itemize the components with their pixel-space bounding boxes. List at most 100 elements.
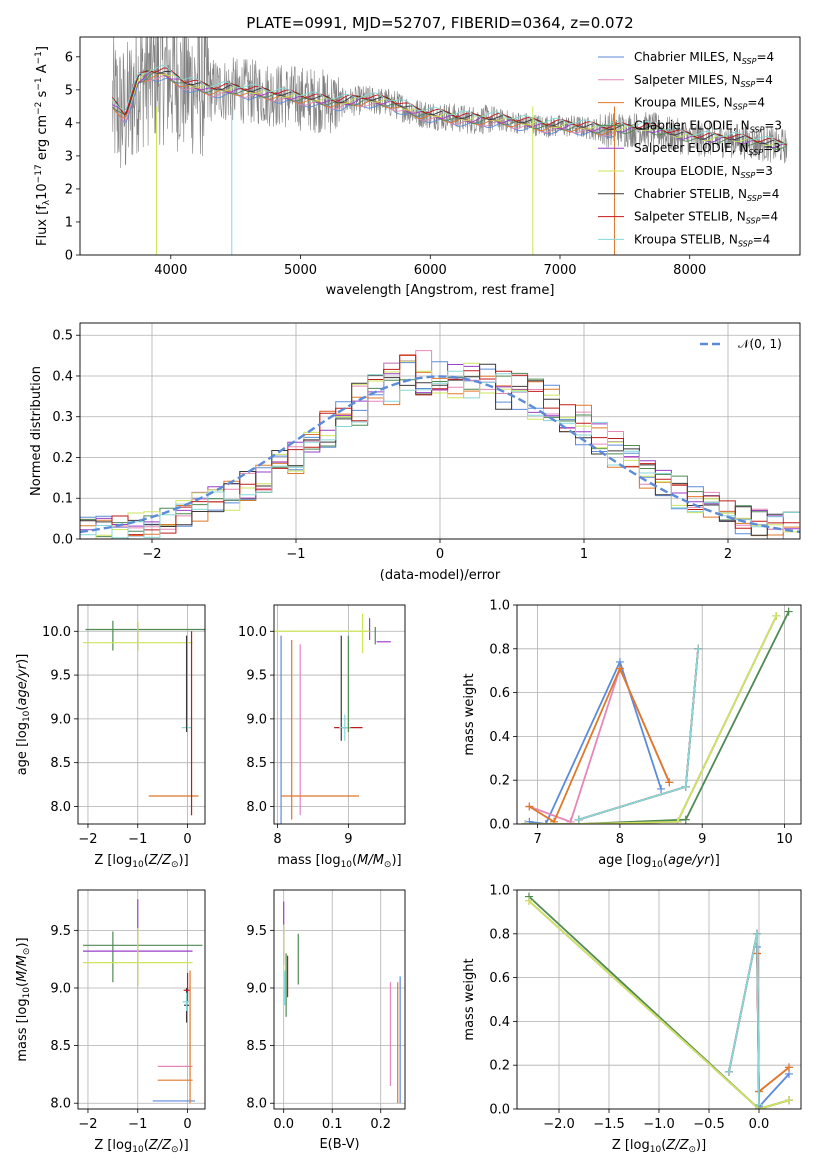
weight-marker — [753, 929, 761, 938]
weight-marker — [785, 1096, 793, 1105]
x-tick-label: −1 — [128, 1117, 147, 1132]
x-tick-label: −0.5 — [693, 1117, 725, 1132]
panel-residuals: −2 −1 0 1 2 0.0 0.1 0.2 0.3 0.4 0.5 𝒩(0, 1) (data-mo… — [29, 322, 801, 583]
y-axis-label: age [log10(age/yr)] — [15, 654, 32, 776]
x-tick-label: −2 — [78, 832, 97, 847]
panel-mass_weight_vs_age: 7 8 9 10 0.0 0.2 0.4 0.6 0.8 1.0 age [log10(age/yr… — [462, 599, 802, 870]
y-tick-label: 8.5 — [246, 1039, 267, 1054]
x-axis-label: wavelength [Angstrom, rest frame] — [326, 283, 555, 298]
y-tick-label: 0.2 — [52, 451, 73, 466]
x-tick-label: 0.2 — [370, 1117, 391, 1132]
plot-area — [80, 350, 800, 539]
y-tick-label: 9.5 — [246, 924, 267, 939]
weight-marker — [615, 664, 624, 673]
x-tick-label: 8 — [616, 832, 624, 847]
x-tick-label: 9 — [698, 832, 706, 847]
x-axis-label: age [log10(age/yr)] — [598, 853, 720, 870]
plot-area — [82, 899, 203, 1104]
observed-spectrum — [112, 37, 788, 169]
x-tick-label: 8 — [273, 832, 281, 847]
legend-label: Chabrier ELODIE, NSSP=3 — [634, 118, 782, 134]
residual-histogram — [80, 361, 800, 539]
x-tick-label: 8000 — [673, 263, 706, 278]
axes-frame — [79, 36, 801, 256]
x-tick-label: 10 — [776, 832, 793, 847]
legend-label: 𝒩(0, 1) — [738, 337, 782, 351]
y-tick-label: 8.0 — [50, 800, 71, 815]
plot-area — [112, 37, 788, 255]
y-axis-label: Flux [fλ10−17 erg cm−2 s−1 A−1] — [34, 46, 52, 246]
weight-line — [728, 933, 760, 1105]
weight-line — [528, 900, 790, 1109]
weight-line — [578, 648, 699, 821]
x-tick-label: 1 — [580, 547, 588, 562]
axes-frame — [516, 604, 802, 825]
y-tick-label: 9.0 — [50, 981, 71, 996]
axes-frame — [77, 889, 206, 1110]
plot-area — [283, 901, 401, 1104]
y-tick-label: 1 — [65, 215, 73, 230]
plot-area — [274, 613, 391, 824]
axes-frame — [79, 322, 801, 540]
weight-marker — [525, 802, 534, 811]
y-tick-label: 2 — [65, 182, 73, 197]
weight-marker — [681, 782, 690, 791]
legend-label: Kroupa MILES, NSSP=4 — [634, 96, 765, 112]
residual-histogram — [80, 370, 800, 539]
plot-area — [82, 620, 205, 816]
y-tick-label: 0.2 — [489, 774, 510, 789]
y-tick-label: 0.6 — [489, 971, 510, 986]
weight-line — [529, 659, 662, 824]
legend-label: Salpeter MILES, NSSP=4 — [634, 73, 773, 89]
residual-histogram — [80, 363, 800, 539]
model-line — [112, 70, 787, 148]
y-tick-label: 0.8 — [489, 642, 510, 657]
weight-marker — [725, 1067, 733, 1076]
y-tick-label: 1.0 — [489, 884, 510, 899]
y-tick-label: 8.5 — [246, 756, 267, 771]
x-tick-label: 0 — [183, 1117, 191, 1132]
weight-marker — [665, 778, 674, 787]
y-tick-label: 0 — [65, 249, 73, 264]
weight-marker — [550, 817, 559, 824]
y-tick-label: 0.6 — [489, 686, 510, 701]
x-tick-label: 7 — [533, 832, 541, 847]
x-axis-label: Z [log10(Z/Z⊙)] — [94, 1138, 188, 1155]
plot-area — [525, 892, 793, 1109]
weight-marker — [681, 815, 690, 824]
y-tick-label: 9.5 — [246, 669, 267, 684]
x-tick-label: 0 — [436, 547, 444, 562]
x-tick-label: 0 — [183, 832, 191, 847]
x-tick-label: −1.5 — [593, 1117, 625, 1132]
x-tick-label: 0.1 — [322, 1117, 343, 1132]
legend-label: Chabrier MILES, NSSP=4 — [634, 50, 774, 66]
x-tick-label: 9 — [344, 832, 352, 847]
weight-marker — [673, 817, 682, 824]
x-axis-label: Z [log10(Z/Z⊙)] — [612, 1138, 706, 1155]
axes-frame — [273, 604, 406, 825]
y-tick-label: 0.0 — [489, 818, 510, 833]
x-axis-label: (data-model)/error — [380, 568, 501, 583]
y-tick-label: 9.0 — [246, 712, 267, 727]
residual-histogram — [80, 360, 800, 539]
y-tick-label: 9.0 — [50, 712, 71, 727]
weight-marker — [657, 784, 666, 793]
x-tick-label: 2 — [724, 547, 732, 562]
x-tick-label: 6000 — [414, 263, 447, 278]
y-tick-label: 0.5 — [52, 329, 73, 344]
legend-label: Kroupa STELIB, NSSP=4 — [634, 232, 770, 248]
weight-marker — [755, 1100, 763, 1109]
weight-marker — [694, 644, 703, 653]
axes-frame — [77, 604, 206, 825]
axes-frame — [273, 889, 406, 1110]
weight-line — [525, 615, 778, 824]
weight-line — [756, 953, 790, 1094]
weight-line — [578, 648, 699, 821]
y-axis-label: Normed distribution — [29, 366, 44, 496]
y-tick-label: 8.0 — [246, 1097, 267, 1112]
weight-line — [578, 648, 699, 821]
weight-line — [756, 946, 790, 1109]
y-tick-label: 0.0 — [489, 1103, 510, 1118]
panel-age_vs_Z: −2 −1 0 8.0 8.5 9.0 9.5 10.0 Z [log10(Z/Z⊙)] age … — [15, 604, 206, 870]
